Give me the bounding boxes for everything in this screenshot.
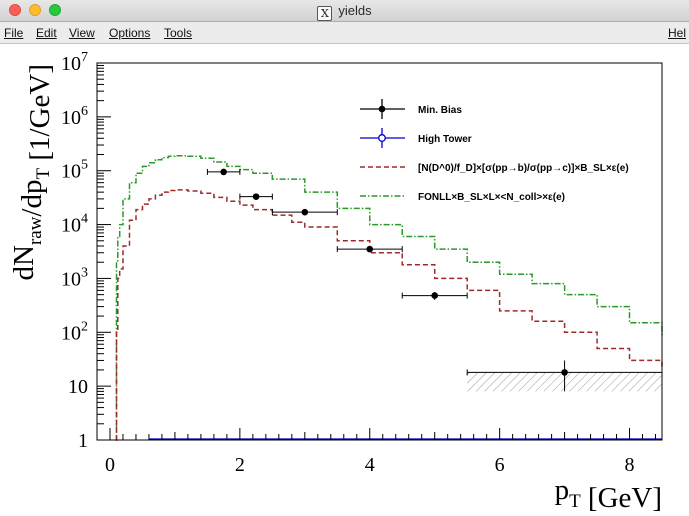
min-bias-marker: [561, 369, 568, 376]
x-tick-label: 2: [235, 454, 245, 476]
y-tick-label: 105: [61, 158, 88, 183]
min-bias-point: [271, 208, 338, 216]
x-axis-label: pT [GeV]: [555, 474, 662, 511]
x11-icon: X: [317, 6, 333, 21]
legend-label: FONLL×B_SL×L×<N_coll>×ε(e): [418, 192, 565, 203]
y-tick-label: 103: [61, 265, 88, 290]
close-window-button[interactable]: [9, 4, 21, 16]
y-tick-label: 102: [61, 319, 88, 344]
min-bias-point: [336, 245, 403, 253]
legend-marker: [378, 105, 386, 113]
min-bias-marker: [301, 208, 309, 216]
root-canvas[interactable]: 0 2 4 6 8 1 10 102 103 104 105 106 107 pT [GeV] dNraw…: [0, 44, 689, 514]
ratio-curve: [115, 189, 663, 441]
y-tick-label: 107: [61, 50, 88, 75]
minimize-window-button[interactable]: [29, 4, 41, 16]
min-bias-marker: [431, 292, 439, 299]
x-tick-label: 8: [625, 454, 635, 476]
legend-entry: High Tower: [360, 128, 472, 148]
menu-edit[interactable]: Edit: [36, 26, 57, 40]
menu-view[interactable]: View: [69, 26, 95, 40]
menu-bar: File Edit View Options Tools Hel: [0, 22, 689, 44]
legend-entry: FONLL×B_SL×L×<N_coll>×ε(e): [360, 192, 565, 203]
y-tick-label: 1: [78, 430, 88, 452]
min-bias-marker: [366, 245, 374, 253]
legend-entry: Min. Bias: [360, 99, 462, 119]
yields-chart: 0 2 4 6 8 1 10 102 103 104 105 106 107 pT [GeV] dNraw…: [8, 50, 663, 514]
legend-entry: [N(D^0)/f_D]×[σ(pp→b)/σ(pp→c)]×B_SL×ε(e): [360, 163, 629, 174]
menu-help[interactable]: Hel: [668, 26, 687, 40]
y-tick-label: 106: [61, 104, 88, 129]
maximize-window-button[interactable]: [49, 4, 61, 16]
min-bias-point: [466, 360, 663, 392]
min-bias-point: [206, 168, 241, 176]
min-bias-point: [401, 291, 468, 300]
min-bias-point: [239, 193, 273, 200]
y-axis-label: dNraw/dpT [1/GeV]: [8, 64, 56, 281]
legend-marker: [378, 134, 386, 142]
x-tick-label: 6: [495, 454, 505, 476]
min-bias-marker: [220, 168, 227, 176]
x-tick-label: 4: [365, 454, 375, 476]
window-title-text: yields: [338, 3, 372, 18]
plot-frame: [96, 62, 663, 441]
menu-tools[interactable]: Tools: [164, 26, 193, 40]
legend-label: High Tower: [418, 134, 472, 145]
x-tick-label: 0: [105, 454, 115, 476]
legend-label: [N(D^0)/f_D]×[σ(pp→b)/σ(pp→c)]×B_SL×ε(e): [418, 163, 629, 174]
menu-file[interactable]: File: [4, 26, 24, 40]
y-tick-label: 10: [68, 376, 88, 398]
min-bias-marker: [252, 193, 260, 200]
fonll-curve: [115, 154, 663, 441]
legend-label: Min. Bias: [418, 105, 462, 116]
y-tick-label: 104: [61, 212, 88, 237]
menu-options[interactable]: Options: [109, 26, 151, 40]
